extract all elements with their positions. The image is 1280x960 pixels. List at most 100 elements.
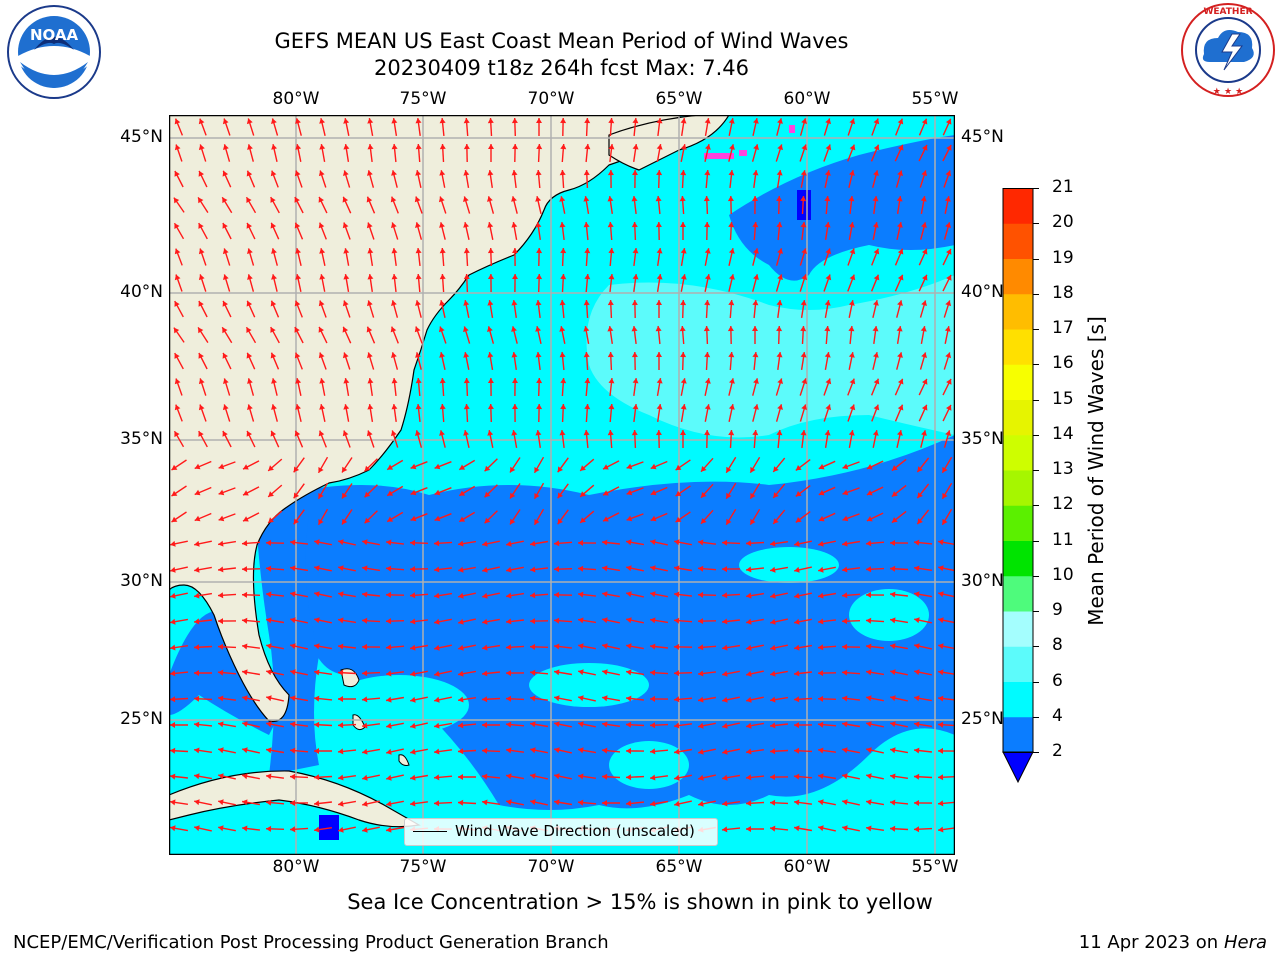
wind-wave-arrow <box>193 592 213 599</box>
wind-wave-arrow <box>913 800 933 806</box>
wind-wave-arrow <box>625 669 645 676</box>
wind-wave-arrow <box>169 747 189 754</box>
wind-wave-arrow <box>415 170 422 188</box>
wind-wave-arrow <box>415 377 422 397</box>
sea-ice-pixel <box>704 153 734 159</box>
wind-wave-arrow <box>295 144 302 162</box>
colorbar-tick-label: 14 <box>1052 423 1074 444</box>
colorbar-swatch <box>1003 716 1033 753</box>
colorbar-tick-mark <box>1033 364 1039 366</box>
wind-wave-arrow <box>608 117 615 137</box>
colorbar-tick-mark <box>1033 434 1039 436</box>
wind-wave-arrow <box>511 429 518 449</box>
lon-tick-label-top: 75°W <box>399 89 447 109</box>
wind-wave-arrow <box>414 326 423 344</box>
wind-wave-arrow <box>385 696 405 703</box>
wind-wave-arrow <box>434 696 452 703</box>
map-subtitle: 20230409 t18z 264h fcst Max: 7.46 <box>374 56 749 80</box>
wind-wave-arrow <box>704 429 711 449</box>
wind-wave-arrow <box>290 721 308 728</box>
wind-wave-arrow <box>169 644 189 651</box>
wind-wave-arrow <box>295 404 302 422</box>
wind-wave-arrow <box>650 539 668 546</box>
lat-tick-label-left: 25°N <box>120 709 163 729</box>
wind-wave-arrow <box>173 430 185 448</box>
wind-wave-arrow <box>865 591 885 598</box>
wind-wave-arrow <box>463 196 471 214</box>
wind-wave-arrow <box>247 404 255 422</box>
wind-wave-arrow <box>725 508 737 526</box>
wind-wave-arrow <box>511 326 518 344</box>
wind-wave-arrow <box>533 482 545 500</box>
wind-wave-arrow <box>793 773 813 780</box>
wind-wave-arrow <box>218 461 236 470</box>
wind-wave-arrow <box>700 483 714 499</box>
wind-wave-arrow <box>631 221 638 241</box>
wind-wave-arrow <box>337 722 357 729</box>
wind-wave-arrow <box>632 117 639 137</box>
wind-wave-arrow <box>170 773 188 780</box>
ocean-low-region <box>169 435 955 810</box>
wind-wave-arrow <box>866 486 884 496</box>
wind-wave-arrow <box>367 352 375 370</box>
wind-wave-arrow <box>889 565 909 572</box>
wind-wave-arrow <box>769 774 789 780</box>
wind-wave-arrow <box>314 539 332 546</box>
wind-wave-arrow <box>318 352 327 370</box>
wind-wave-arrow <box>817 644 837 651</box>
wind-wave-arrow <box>891 510 907 524</box>
wind-wave-arrow <box>463 300 470 318</box>
wind-wave-arrow <box>626 565 644 572</box>
lon-tick-label-bottom: 55°W <box>911 857 959 877</box>
wind-wave-arrow <box>533 508 545 526</box>
wind-wave-arrow <box>409 592 429 599</box>
wind-wave-arrow <box>415 273 422 293</box>
wind-wave-arrow <box>535 169 542 189</box>
wind-wave-arrow <box>607 299 614 319</box>
wind-wave-arrow <box>265 747 285 754</box>
wind-wave-arrow <box>223 144 231 162</box>
wind-wave-arrow <box>698 722 716 729</box>
wind-wave-arrow <box>793 644 813 651</box>
wind-wave-arrow <box>270 196 280 214</box>
wind-wave-arrow <box>655 325 662 345</box>
wind-wave-arrow <box>318 430 327 448</box>
wind-wave-arrow <box>266 591 284 598</box>
wind-wave-arrow <box>914 617 932 624</box>
wind-wave-arrow <box>848 300 855 318</box>
wind-wave-arrow <box>170 722 188 728</box>
wind-wave-arrow <box>342 352 351 370</box>
wind-wave-arrow <box>218 747 236 754</box>
wind-wave-arrow <box>889 825 909 832</box>
colorbar-tick-mark <box>1033 752 1039 753</box>
wind-wave-arrow <box>698 748 716 755</box>
wind-wave-arrow <box>769 748 789 755</box>
colorbar-swatch <box>1003 505 1033 541</box>
svg-text:NOAA: NOAA <box>30 26 79 44</box>
wind-wave-arrow <box>487 377 494 397</box>
colorbar-tick-mark <box>1033 399 1039 401</box>
wind-wave-arrow <box>487 117 494 137</box>
wind-wave-arrow <box>265 539 285 546</box>
colorbar-tick-label: 17 <box>1052 318 1074 338</box>
wind-wave-arrow <box>386 722 404 729</box>
wind-wave-arrow <box>439 430 446 448</box>
wind-wave-arrow <box>608 247 615 267</box>
wind-wave-arrow <box>270 170 279 188</box>
wind-wave-arrow <box>481 773 501 780</box>
wind-wave-arrow <box>698 774 716 781</box>
wind-wave-arrow <box>343 404 350 422</box>
wind-wave-arrow <box>386 485 404 497</box>
wind-wave-arrow <box>649 722 669 729</box>
wind-wave-arrow <box>894 274 904 292</box>
wind-wave-arrow <box>722 696 740 703</box>
wind-wave-arrow <box>584 403 591 423</box>
wind-wave-arrow <box>343 143 350 163</box>
wind-wave-arrow <box>847 248 856 266</box>
wind-wave-arrow <box>535 326 542 344</box>
wind-wave-arrow <box>293 509 305 525</box>
wind-wave-arrow <box>680 299 687 319</box>
wind-wave-arrow <box>457 670 477 677</box>
wind-wave-arrow <box>675 511 691 523</box>
wind-wave-arrow <box>289 565 309 572</box>
